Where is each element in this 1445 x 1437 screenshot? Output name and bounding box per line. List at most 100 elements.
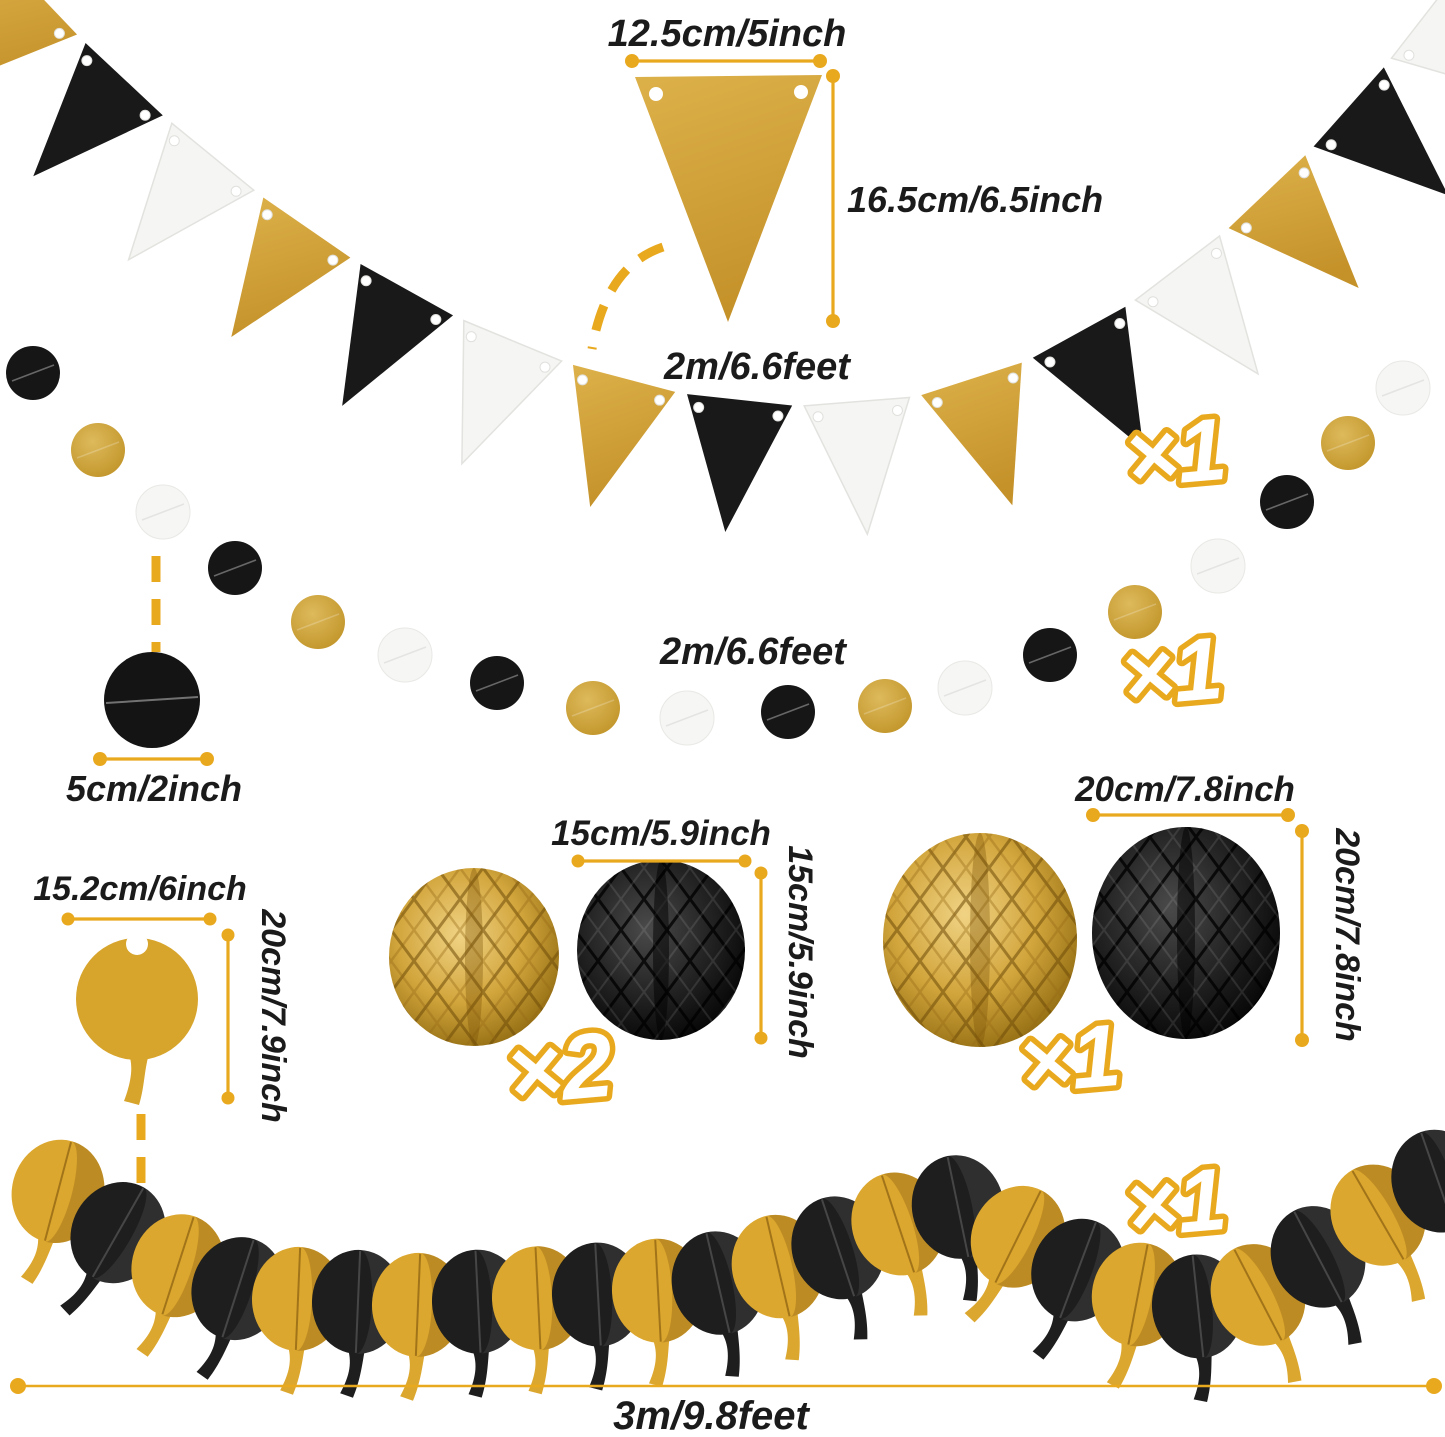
flag-hole (576, 374, 588, 386)
balloon-tail (1392, 1250, 1426, 1302)
balloon-garland-length-label: 3m/9.8feet (613, 1394, 810, 1437)
balloon-crease (946, 1156, 970, 1258)
pennant-flag-white (1134, 234, 1260, 376)
dimension-dot (738, 854, 752, 868)
dot-garland-length-label: 2m/6.6feet (659, 631, 847, 673)
dot-seam (141, 503, 185, 521)
dimension-dot (813, 54, 827, 68)
pennant-flag-black (342, 263, 454, 406)
balloon-tail (340, 1346, 366, 1398)
ball-seam (653, 860, 669, 1040)
dimension-dot (93, 752, 107, 766)
balloon-tail (843, 1288, 868, 1340)
showcase-dot (104, 652, 200, 748)
balloon-garland-dimensions: 3m/9.8feet ×1 (10, 1143, 1442, 1437)
dot-seam (1196, 557, 1240, 575)
honeycomb-small-pair: 15cm/5.9inch 15cm/5.9inch ×2 (389, 814, 819, 1130)
dot-seam (863, 697, 907, 715)
balloon-crease (1351, 1170, 1405, 1260)
balloon-crease (161, 1216, 195, 1315)
dashed-connector-arc (587, 242, 665, 350)
balloon-crease (1233, 1249, 1283, 1341)
pennant-flag-black (1313, 67, 1445, 195)
balloon-crease (534, 1247, 542, 1350)
balloon-tail (588, 1339, 610, 1391)
dot-seam (475, 674, 519, 692)
pennant-flag-gold (572, 364, 676, 508)
flag-hole (430, 314, 442, 326)
garland-dot-white (1375, 360, 1431, 416)
dimension-dot (1281, 808, 1295, 822)
garland-dot-gold (858, 679, 912, 733)
balloon-crease (354, 1250, 362, 1353)
pennant-banner (0, 0, 1445, 537)
flag-hole (261, 209, 273, 221)
honeycomb-large-count-badge: ×1 (1016, 1005, 1125, 1112)
balloon-tail (468, 1347, 490, 1398)
garland-dot-gold (1321, 416, 1375, 470)
dimension-dot (1426, 1378, 1442, 1394)
pennant-flag-gold (231, 197, 351, 337)
balloon-crease (705, 1233, 731, 1333)
balloon-crease (1293, 1211, 1343, 1303)
honeycomb-small-size-label: 15cm/5.9inch (551, 814, 771, 853)
dimension-dot (754, 1031, 768, 1045)
flag-hole (1325, 139, 1337, 151)
honeycomb-ball-black-large (1092, 827, 1280, 1039)
flag-hole (1240, 222, 1252, 234)
dot-size-label: 5cm/2inch (66, 768, 242, 809)
garland-dot-black (1023, 628, 1077, 682)
honeycomb-large-pair: 20cm/7.8inch 20cm/7.8inch ×1 (883, 770, 1366, 1118)
dot-seam (665, 709, 709, 727)
balloon-cutout (76, 938, 198, 1060)
balloon-crease (594, 1243, 602, 1346)
balloon-garland-count-badge: ×1 (1122, 1149, 1231, 1256)
flag-hole (139, 109, 151, 121)
flag-hole (360, 275, 372, 287)
flag-hole (327, 254, 339, 266)
flag-hole (1403, 49, 1415, 61)
pennant-showcase: 12.5cm/5inch 16.5cm/6.5inch 2m/6.6feet ×… (587, 13, 1236, 512)
honeycomb-large-size-label-vertical: 20cm/7.8inch (1328, 827, 1366, 1042)
honeycomb-ball-gold-large (883, 833, 1077, 1047)
pennant-flag-white (127, 121, 256, 262)
ball-seam (1177, 827, 1195, 1039)
dot-seam (11, 364, 55, 382)
balloon-garland (11, 1129, 1445, 1402)
flag-hole (654, 394, 666, 406)
balloon-tail (648, 1336, 670, 1387)
flag-hole (891, 404, 903, 416)
balloon-width-label: 15.2cm/6inch (33, 870, 247, 908)
garland-dot-gold (291, 595, 345, 649)
flag-hole (1044, 356, 1056, 368)
dimension-dot (1086, 808, 1100, 822)
balloon-crease (44, 1141, 72, 1241)
dot-seam (1326, 434, 1370, 452)
balloon-tail (903, 1264, 928, 1316)
balloon-tail (60, 1267, 104, 1316)
dot-seam (383, 646, 427, 664)
ball-facets (883, 833, 1077, 1047)
dimension-dot (203, 912, 217, 926)
balloon-tail (1270, 1331, 1302, 1384)
flag-hole (1378, 79, 1390, 91)
pennant-flag-black (33, 42, 163, 177)
dot-seam (766, 703, 810, 721)
flag-hole (1007, 372, 1019, 384)
balloon-tail (1032, 1309, 1071, 1360)
garland-dot-black (761, 685, 815, 739)
balloon-tail (719, 1325, 740, 1377)
flag-hole (230, 185, 242, 197)
balloon-tail (779, 1309, 800, 1361)
balloon-tail (280, 1343, 306, 1395)
flag-hole (168, 135, 180, 147)
flag-hole (931, 397, 943, 409)
balloon-tail (1193, 1351, 1212, 1402)
balloon-tail (1330, 1293, 1362, 1345)
garland-dot-black (208, 541, 262, 595)
balloon-hang-hole (126, 933, 148, 955)
garland-dot-white (377, 627, 433, 683)
balloon-crease (765, 1216, 791, 1317)
pennant-flag-black (687, 394, 793, 533)
